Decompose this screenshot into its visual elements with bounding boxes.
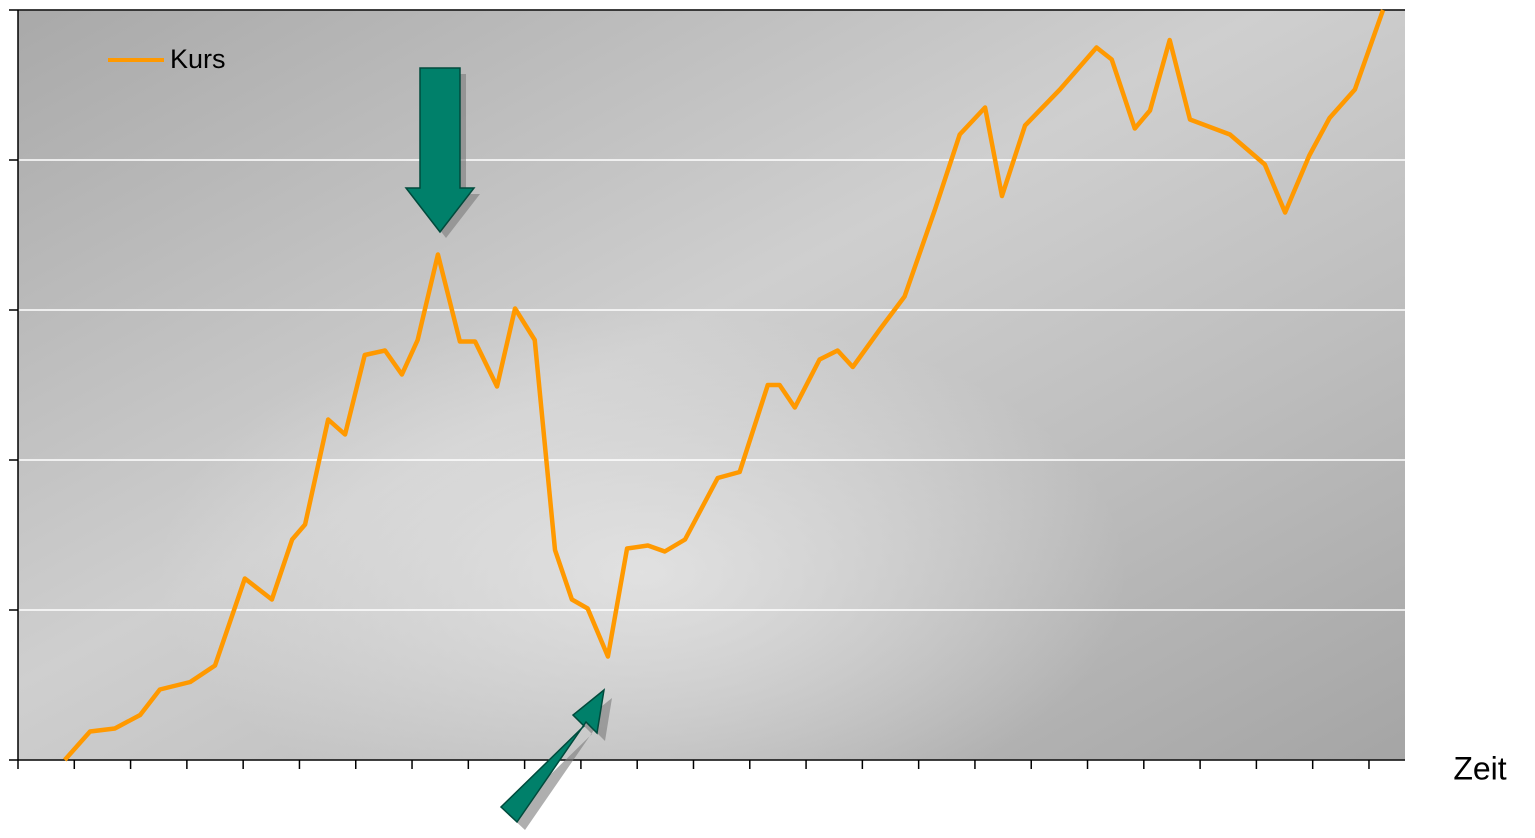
price-line (63, 9, 1386, 762)
arrow-down (404, 67, 480, 238)
x-axis-label: Zeit (1453, 750, 1506, 786)
arrow-up (499, 688, 612, 830)
legend-label: Kurs (170, 44, 226, 74)
plot-highlight (18, 10, 1405, 760)
